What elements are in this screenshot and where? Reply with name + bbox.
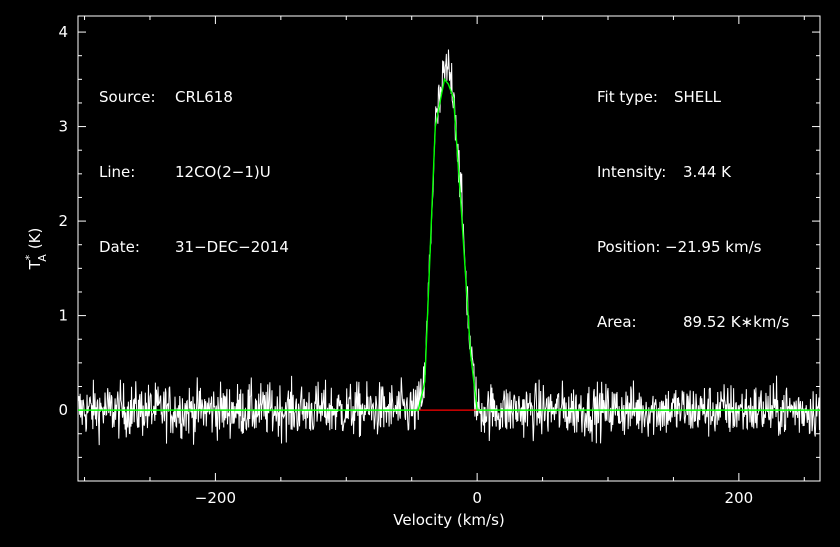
shell-fit-line [78, 77, 820, 411]
source-row: Source: CRL618 [99, 85, 289, 110]
info-left: Source: CRL618 Line: 12CO(2−1)U Date: 31−DE… [99, 35, 289, 285]
observed-spectrum-line [77, 49, 821, 446]
area-value: 89.52 K∗km/s [683, 313, 790, 331]
source-label: Source: [99, 88, 156, 106]
date-row: Date: 31−DEC−2014 [99, 235, 289, 260]
info-right: Fit type: SHELL Intensity: 3.44 K Position… [597, 35, 789, 360]
position-label: Position: [597, 238, 661, 256]
plot-frame [77, 15, 821, 482]
position-row: Position: −21.95 km/s [597, 235, 789, 260]
line-row: Line: 12CO(2−1)U [99, 160, 289, 185]
x-tick-label: 0 [472, 489, 482, 507]
y-tick-label: 2 [58, 212, 68, 230]
y-axis-label: T*A(K) [23, 228, 49, 271]
y-tick-label: 4 [58, 23, 68, 41]
intensity-value: 3.44 K [683, 163, 732, 181]
y-tick-label: 3 [58, 118, 68, 136]
area-row: Area: 89.52 K∗km/s [597, 310, 789, 335]
fit-type-value: SHELL [674, 88, 721, 106]
date-label: Date: [99, 238, 140, 256]
area-label: Area: [597, 313, 637, 331]
intensity-row: Intensity: 3.44 K [597, 160, 789, 185]
fit-type-label: Fit type: [597, 88, 658, 106]
position-value: −21.95 km/s [665, 238, 762, 256]
source-value: CRL618 [175, 88, 233, 106]
x-tick-label: 200 [725, 489, 754, 507]
y-tick-label: 0 [58, 401, 68, 419]
x-tick-label: −200 [195, 489, 236, 507]
line-value: 12CO(2−1)U [175, 163, 271, 181]
x-axis-label: Velocity (km/s) [393, 511, 504, 529]
y-tick-label: 1 [58, 307, 68, 325]
date-value: 31−DEC−2014 [175, 238, 289, 256]
fit-type-row: Fit type: SHELL [597, 85, 789, 110]
intensity-label: Intensity: [597, 163, 667, 181]
line-label: Line: [99, 163, 136, 181]
